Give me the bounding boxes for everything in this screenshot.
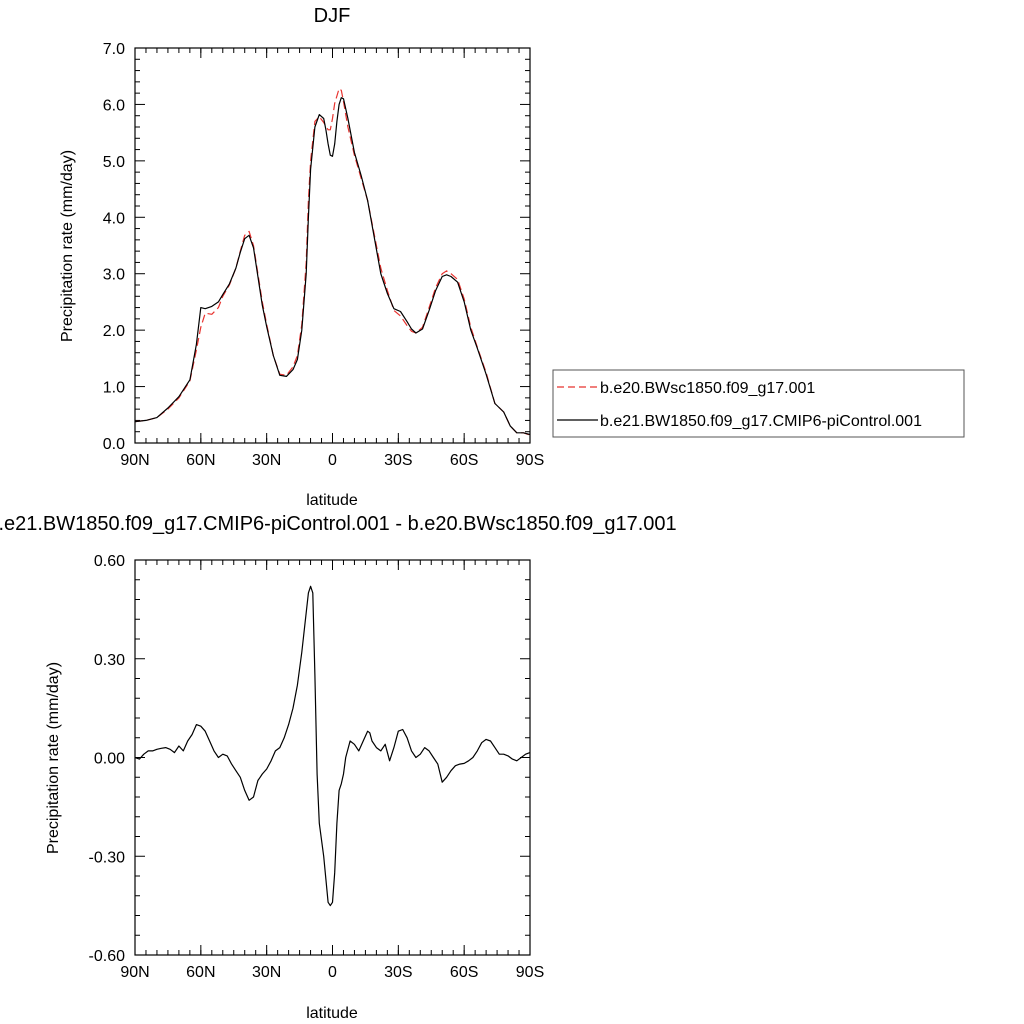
plot-frame (134, 559, 531, 956)
y-tick-label: 7.0 (103, 41, 125, 58)
y-tick-label: 0.60 (94, 553, 125, 570)
djf-precip-chart: DJF latitude Precipitation rate (mm/day)… (59, 5, 544, 509)
bottom-chart-ylabel: Precipitation rate (mm/day) (45, 662, 62, 854)
x-tick-label: 30S (384, 452, 412, 469)
legend-box (552, 369, 965, 438)
legend: b.e20.BWsc1850.f09_g17.001 b.e21.BW1850.… (552, 369, 965, 438)
difference-chart: b.e21.BW1850.f09_g17.CMIP6-piControl.001… (0, 513, 677, 1022)
x-tick-label: 90N (120, 964, 149, 981)
y-tick-label: 0.30 (94, 652, 125, 669)
top-chart-xlabel: latitude (306, 492, 358, 509)
series-line-dashed (134, 87, 531, 436)
x-tick-label: 60N (186, 452, 215, 469)
y-tick-label: -0.60 (89, 948, 126, 965)
y-tick-label: 0.0 (103, 436, 125, 453)
series-line-solid (134, 585, 531, 907)
y-tick-label: -0.30 (89, 849, 126, 866)
top-chart-title: DJF (314, 5, 351, 27)
plot-frame (134, 47, 531, 444)
top-chart-ylabel: Precipitation rate (mm/day) (59, 150, 76, 342)
y-tick-label: 3.0 (103, 267, 125, 284)
x-tick-label: 30S (384, 964, 412, 981)
series-line-solid (134, 97, 531, 436)
bottom-chart-title: b.e21.BW1850.f09_g17.CMIP6-piControl.001… (0, 513, 677, 535)
x-tick-label: 90S (516, 964, 544, 981)
bottom-chart-xlabel: latitude (306, 1005, 358, 1022)
y-tick-label: 0.00 (94, 751, 125, 768)
x-tick-label: 0 (328, 452, 337, 469)
x-tick-label: 90N (120, 452, 149, 469)
bottom-chart-marks: 90N 60N 30N 0 30S 60S 90S -0.60 -0.30 0.00 0.30 0.6… (89, 553, 545, 981)
y-tick-label: 4.0 (103, 210, 125, 227)
legend-label-dashed: b.e20.BWsc1850.f09_g17.001 (600, 380, 815, 397)
legend-label-solid: b.e21.BW1850.f09_g17.CMIP6-piControl.001 (600, 413, 922, 430)
x-tick-label: 60S (450, 452, 478, 469)
x-tick-label: 0 (328, 964, 337, 981)
x-tick-label: 60N (186, 964, 215, 981)
y-tick-label: 6.0 (103, 97, 125, 114)
y-tick-label: 1.0 (103, 380, 125, 397)
x-tick-label: 90S (516, 452, 544, 469)
top-chart-marks: 90N 60N 30N 0 30S 60S 90S 0.0 1.0 2.0 3.0 4.0 5.0 6.0… (103, 41, 544, 469)
x-tick-label: 30N (252, 452, 281, 469)
x-tick-label: 60S (450, 964, 478, 981)
y-tick-label: 5.0 (103, 154, 125, 171)
y-tick-label: 2.0 (103, 323, 125, 340)
x-tick-label: 30N (252, 964, 281, 981)
